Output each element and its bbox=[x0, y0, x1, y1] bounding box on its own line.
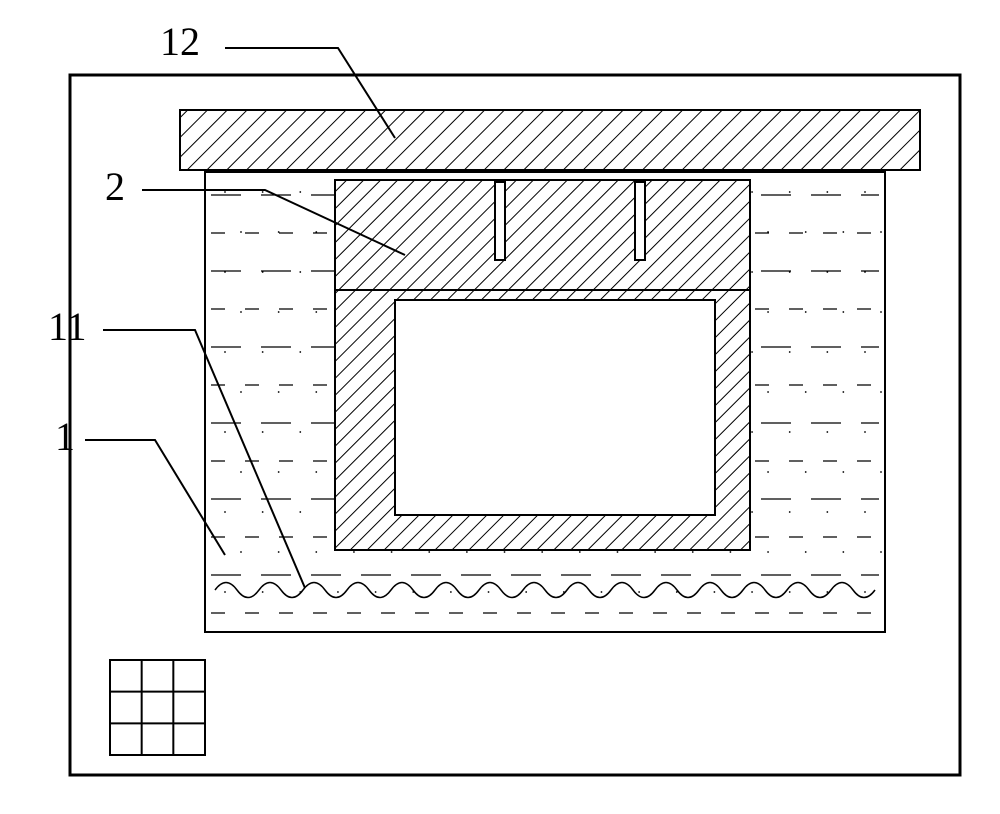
label-2-text: 2 bbox=[105, 164, 125, 209]
top-bar bbox=[180, 110, 920, 170]
mold-peg bbox=[495, 182, 505, 260]
label-12-text: 12 bbox=[160, 19, 200, 64]
diagram-root: 122111 bbox=[0, 0, 1000, 814]
label-1-text: 1 bbox=[55, 414, 75, 459]
mold-cavity bbox=[395, 300, 715, 515]
grid-icon bbox=[110, 660, 205, 755]
label-1: 1 bbox=[55, 414, 225, 555]
label-11-text: 11 bbox=[48, 304, 87, 349]
mold bbox=[335, 180, 750, 550]
mold-peg bbox=[635, 182, 645, 260]
